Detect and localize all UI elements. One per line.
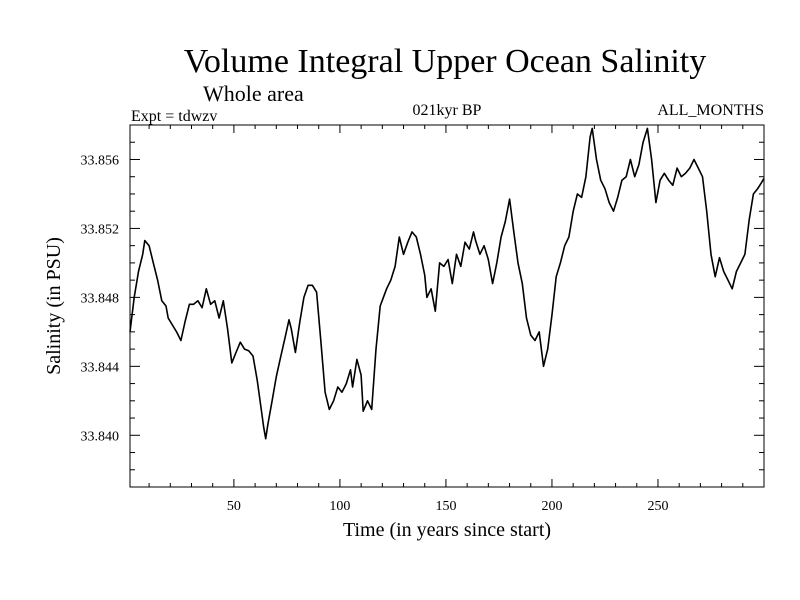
axis-ticks: [130, 125, 764, 487]
experiment-label: Expt = tdwzv: [131, 108, 217, 125]
chart-subtitle: Whole area: [203, 81, 304, 106]
y-tick-label: 33.856: [81, 153, 120, 168]
salinity-series-line: [129, 127, 765, 440]
y-tick-label: 33.852: [81, 222, 120, 237]
x-tick-label: 100: [329, 499, 350, 514]
y-tick-label: 33.848: [81, 291, 120, 306]
chart-title: Volume Integral Upper Ocean Salinity: [184, 43, 706, 80]
x-axis-label: Time (in years since start): [343, 519, 551, 541]
plot-frame: [129, 124, 765, 488]
y-axis-label: Salinity (in PSU): [43, 237, 65, 375]
x-tick-label: 200: [541, 499, 562, 514]
period-label: 021kyr BP: [413, 102, 482, 119]
x-tick-labels: 50 100 150 200 250: [227, 499, 669, 514]
y-tick-labels: 33.840 33.844 33.848 33.852 33.856: [81, 153, 120, 444]
x-tick-label: 250: [647, 499, 668, 514]
months-label: ALL_MONTHS: [657, 102, 764, 119]
y-tick-label: 33.840: [81, 429, 120, 444]
x-tick-label: 50: [227, 499, 241, 514]
x-tick-label: 150: [435, 499, 456, 514]
y-tick-label: 33.844: [81, 360, 120, 375]
data-series: [129, 127, 765, 440]
